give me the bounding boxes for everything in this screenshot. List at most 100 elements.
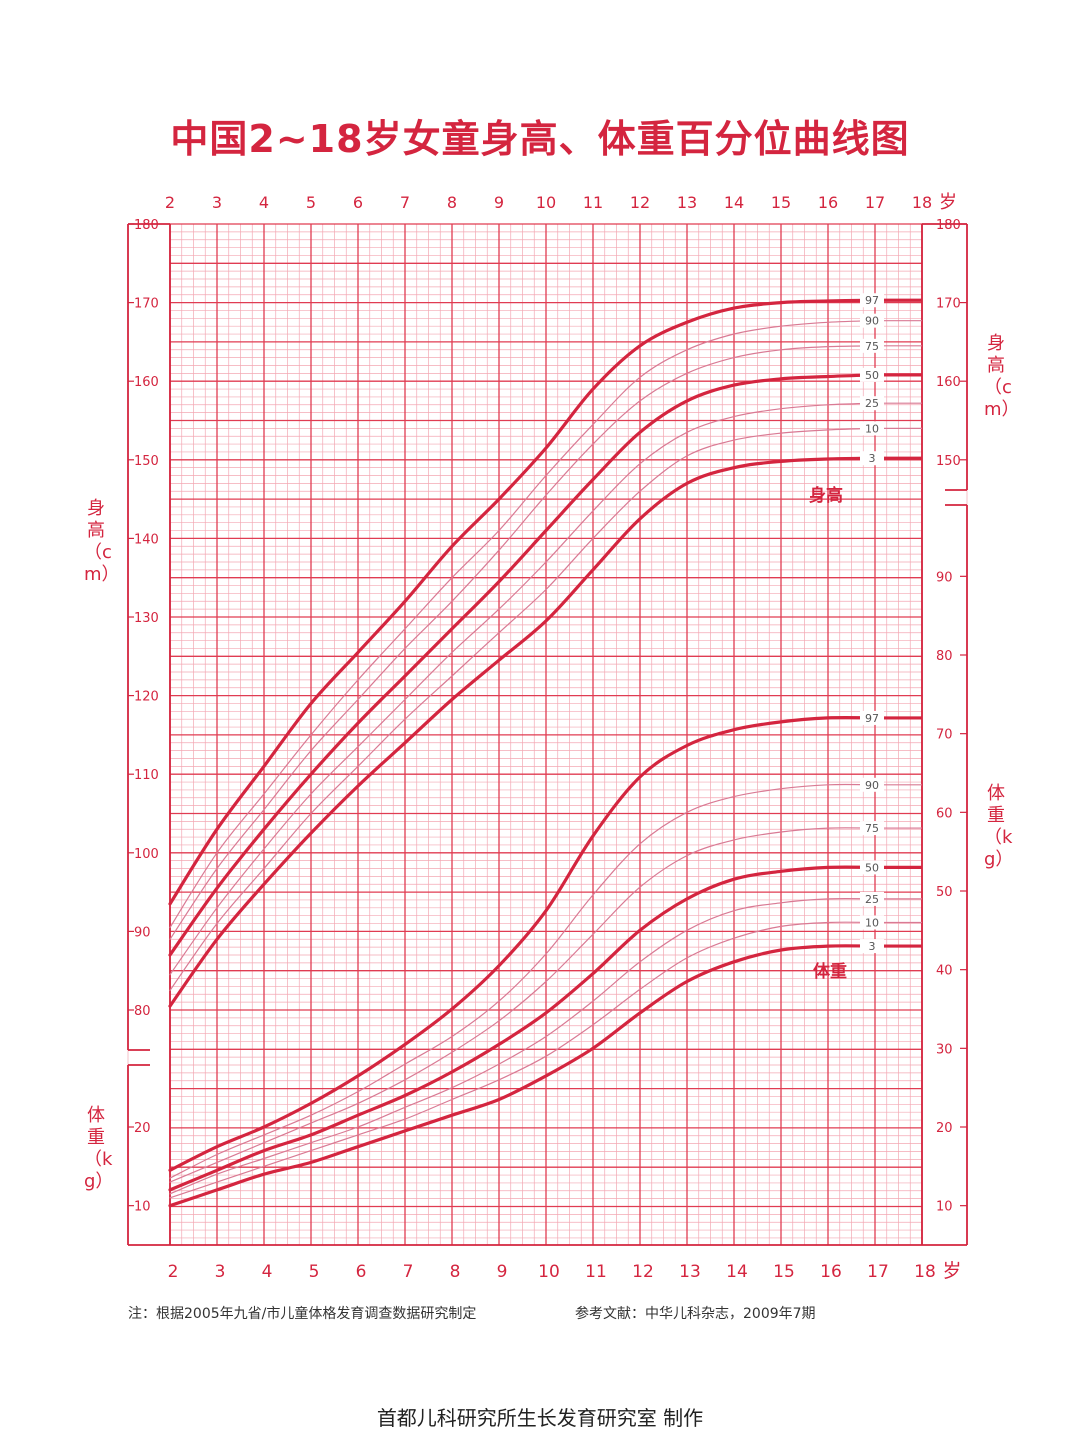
x-unit-label-top: 岁 [939,192,957,213]
weight-percentile-label-p97: 97 [865,712,879,725]
y-axis-label-weight-right: 体重（kg） [984,783,1014,870]
y-tick-label-height-right: 170 [936,297,961,312]
height-curve-p90 [169,320,876,929]
height-curve-p10 [169,427,876,991]
x-tick-label-bottom: 7 [403,1262,414,1282]
x-tick-label-top: 5 [306,193,316,212]
y-tick-label-height-left: 110 [134,768,159,783]
y-tick-label-height-left: 150 [134,454,159,469]
weight-curve-p90 [169,783,876,1179]
height-curves-label: 身高 [809,485,843,506]
x-tick-label-bottom: 13 [679,1262,701,1282]
y-tick-label-weight-right: 20 [936,1121,953,1136]
y-tick-label-height-left: 170 [134,297,159,312]
y-axis-label-weight-left: 体重（kg） [84,1105,114,1192]
x-tick-label-bottom: 4 [262,1262,273,1282]
weight-curve-p25 [169,897,876,1195]
height-percentile-label-p90: 90 [865,315,879,328]
weight-percentile-label-p90: 90 [865,779,879,792]
y-tick-label-weight-right: 30 [936,1042,953,1057]
x-tick-label-bottom: 15 [773,1262,795,1282]
weight-label-bg-p3 [860,939,884,954]
weight-curve-p97 [168,716,877,1172]
x-tick-label-top: 13 [677,193,697,212]
y-tick-label-height-left: 80 [134,1004,151,1019]
weight-curve-p3 [168,944,877,1208]
weight-label-bg-p10 [860,915,884,930]
x-unit-label-bottom: 岁 [942,1260,961,1282]
x-tick-label-bottom: 8 [450,1262,461,1282]
maker-credit: 首都儿科研究所生长发育研究室 制作 [376,1406,704,1430]
x-tick-label-bottom: 11 [585,1262,607,1282]
weight-percentile-label-p3: 3 [869,940,876,953]
y-tick-label-height-left: 90 [134,925,151,940]
x-tick-label-bottom: 16 [820,1262,842,1282]
height-percentile-label-p50: 50 [865,369,879,382]
x-tick-label-bottom: 10 [538,1262,560,1282]
source-note: 注：根据2005年九省/市儿童体格发育调查数据研究制定 [128,1306,477,1322]
x-tick-label-top: 11 [583,193,603,212]
x-tick-label-bottom: 6 [356,1262,367,1282]
x-tick-label-top: 7 [400,193,410,212]
weight-label-bg-p25 [860,891,884,906]
weight-label-bg-p75 [860,821,884,836]
x-tick-label-bottom: 2 [168,1262,179,1282]
height-curve-p50 [168,373,877,957]
height-label-bg-p97 [860,293,884,308]
y-tick-label-weight-left: 10 [134,1200,151,1215]
x-tick-label-top: 15 [771,193,791,212]
height-curve-p25 [169,402,876,976]
y-tick-label-weight-right: 10 [936,1200,953,1215]
y-tick-label-height-left: 100 [134,847,159,862]
x-tick-label-bottom: 18 [914,1262,936,1282]
weight-label-bg-p90 [860,777,884,792]
weight-curve-p50 [168,865,877,1192]
height-percentile-label-p97: 97 [865,294,879,307]
y-tick-label-weight-left: 20 [134,1121,151,1136]
x-tick-label-top: 8 [447,193,457,212]
weight-curve-p10 [169,921,876,1199]
y-axis-label-height-right: 身高（cm） [984,333,1020,420]
y-tick-label-height-left: 180 [134,218,159,233]
y-axis-label-height-left: 身高（cm） [84,498,120,585]
height-curve-p3 [168,456,877,1008]
x-tick-label-top: 3 [212,193,222,212]
height-label-bg-p25 [860,396,884,411]
height-label-bg-p3 [860,451,884,466]
y-tick-label-height-right: 150 [936,454,961,469]
weight-label-bg-p50 [860,860,884,875]
weight-curve-p75 [169,827,876,1183]
x-tick-label-bottom: 14 [726,1262,748,1282]
x-tick-label-bottom: 17 [867,1262,889,1282]
reference-note: 参考文献：中华儿科杂志，2009年7期 [575,1306,816,1322]
weight-curves-label: 体重 [813,961,847,982]
x-tick-label-top: 12 [630,193,650,212]
y-tick-label-weight-right: 40 [936,964,953,979]
height-percentile-label-p25: 25 [865,397,879,410]
x-tick-label-top: 4 [259,193,269,212]
y-tick-label-height-left: 160 [134,375,159,390]
x-tick-label-bottom: 5 [309,1262,320,1282]
x-tick-label-top: 9 [494,193,504,212]
y-tick-label-weight-right: 50 [936,885,953,900]
x-tick-label-top: 18 [912,193,932,212]
y-tick-label-weight-right: 90 [936,570,953,585]
x-tick-label-top: 10 [536,193,556,212]
height-label-bg-p75 [860,338,884,353]
x-tick-label-bottom: 9 [497,1262,508,1282]
x-tick-label-top: 17 [865,193,885,212]
x-tick-label-bottom: 12 [632,1262,654,1282]
weight-percentile-label-p50: 50 [865,861,879,874]
weight-percentile-label-p75: 75 [865,822,879,835]
height-label-bg-p50 [860,367,884,382]
y-tick-label-weight-right: 60 [936,806,953,821]
y-tick-label-height-left: 130 [134,611,159,626]
y-tick-label-height-left: 140 [134,532,159,547]
height-curve-p97 [168,298,877,906]
x-tick-label-top: 16 [818,193,838,212]
height-percentile-label-p10: 10 [865,422,879,435]
height-label-bg-p90 [860,313,884,328]
chart-title: 中国2~18岁女童身高、体重百分位曲线图 [170,117,910,161]
y-tick-label-weight-right: 70 [936,728,953,743]
